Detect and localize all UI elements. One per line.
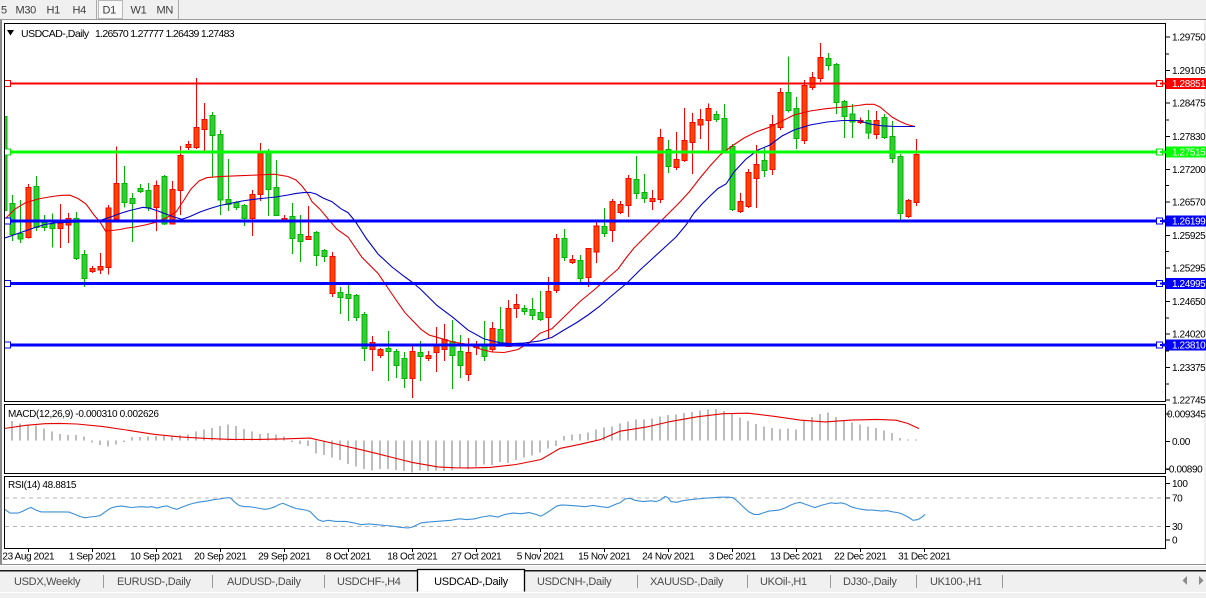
svg-text:USDCAD-,Daily: USDCAD-,Daily <box>434 576 509 588</box>
svg-text:1.27515: 1.27515 <box>1172 148 1206 159</box>
svg-text:H4: H4 <box>73 5 87 17</box>
svg-text:24 Nov 2021: 24 Nov 2021 <box>642 552 695 563</box>
svg-text:31 Dec 2021: 31 Dec 2021 <box>898 552 951 563</box>
svg-text:1.25295: 1.25295 <box>1172 264 1206 275</box>
svg-text:13 Dec 2021: 13 Dec 2021 <box>770 552 823 563</box>
svg-text:5 Nov 2021: 5 Nov 2021 <box>517 552 565 563</box>
svg-text:USDCAD-,Daily: USDCAD-,Daily <box>21 28 90 40</box>
svg-text:EURUSD-,Daily: EURUSD-,Daily <box>117 576 192 588</box>
svg-text:UKOil-,H1: UKOil-,H1 <box>760 576 807 588</box>
svg-text:8 Oct 2021: 8 Oct 2021 <box>326 552 372 563</box>
svg-text:XAUUSD-,Daily: XAUUSD-,Daily <box>650 576 724 588</box>
svg-text:D1: D1 <box>103 5 117 17</box>
svg-text:MN: MN <box>157 5 174 17</box>
svg-text:0: 0 <box>1172 536 1178 547</box>
svg-text:W1: W1 <box>131 5 147 17</box>
svg-text:UK100-,H1: UK100-,H1 <box>930 576 982 588</box>
svg-text:70: 70 <box>1172 494 1183 505</box>
svg-text:MACD(12,26,9) -0.000310 0.0026: MACD(12,26,9) -0.000310 0.002626 <box>8 409 159 420</box>
svg-text:10 Sep 2021: 10 Sep 2021 <box>130 552 183 563</box>
svg-text:USDX,Weekly: USDX,Weekly <box>14 576 81 588</box>
svg-text:0.00: 0.00 <box>1172 437 1191 448</box>
svg-text:27 Oct 2021: 27 Oct 2021 <box>451 552 502 563</box>
svg-text:29 Sep 2021: 29 Sep 2021 <box>258 552 311 563</box>
svg-text:1.23810: 1.23810 <box>1172 341 1206 352</box>
svg-text:1.24020: 1.24020 <box>1172 330 1206 341</box>
svg-text:22 Dec 2021: 22 Dec 2021 <box>834 552 887 563</box>
svg-text:3 Dec 2021: 3 Dec 2021 <box>709 552 757 563</box>
svg-text:1.28851: 1.28851 <box>1172 79 1206 90</box>
svg-text:1.27200: 1.27200 <box>1172 165 1206 176</box>
svg-text:15 Nov 2021: 15 Nov 2021 <box>578 552 631 563</box>
svg-text:1 Sep 2021: 1 Sep 2021 <box>69 552 117 563</box>
svg-text:M30: M30 <box>16 5 37 17</box>
svg-text:1.22745: 1.22745 <box>1172 396 1206 407</box>
svg-text:RSI(14) 48.8815: RSI(14) 48.8815 <box>8 480 77 491</box>
svg-text:20 Sep 2021: 20 Sep 2021 <box>194 552 247 563</box>
svg-text:1.29105: 1.29105 <box>1172 66 1206 77</box>
svg-text:USDCNH-,Daily: USDCNH-,Daily <box>537 576 612 588</box>
svg-text:30: 30 <box>1172 522 1183 533</box>
svg-text:USDCHF-,H4: USDCHF-,H4 <box>337 576 401 588</box>
svg-text:DJ30-,Daily: DJ30-,Daily <box>843 576 897 588</box>
svg-text:1.25925: 1.25925 <box>1172 231 1206 242</box>
svg-text:1.26570: 1.26570 <box>1172 197 1206 208</box>
svg-text:5: 5 <box>1 5 7 17</box>
svg-text:18 Oct 2021: 18 Oct 2021 <box>387 552 438 563</box>
svg-text:-0.00890: -0.00890 <box>1166 464 1203 475</box>
svg-text:H1: H1 <box>47 5 61 17</box>
svg-text:1.24995: 1.24995 <box>1172 279 1206 290</box>
svg-text:1.24650: 1.24650 <box>1172 297 1206 308</box>
svg-text:23 Aug 2021: 23 Aug 2021 <box>2 552 55 563</box>
svg-text:1.27830: 1.27830 <box>1172 132 1206 143</box>
svg-text:AUDUSD-,Daily: AUDUSD-,Daily <box>227 576 302 588</box>
svg-text:1.26570 1.27777 1.26439 1.2748: 1.26570 1.27777 1.26439 1.27483 <box>95 28 235 40</box>
svg-text:1.28475: 1.28475 <box>1172 99 1206 110</box>
svg-text:1.26199: 1.26199 <box>1172 217 1206 228</box>
svg-text:0.009345: 0.009345 <box>1167 409 1206 420</box>
svg-text:1.29750: 1.29750 <box>1172 33 1206 44</box>
svg-text:100: 100 <box>1172 479 1188 490</box>
svg-text:1.23375: 1.23375 <box>1172 363 1206 374</box>
